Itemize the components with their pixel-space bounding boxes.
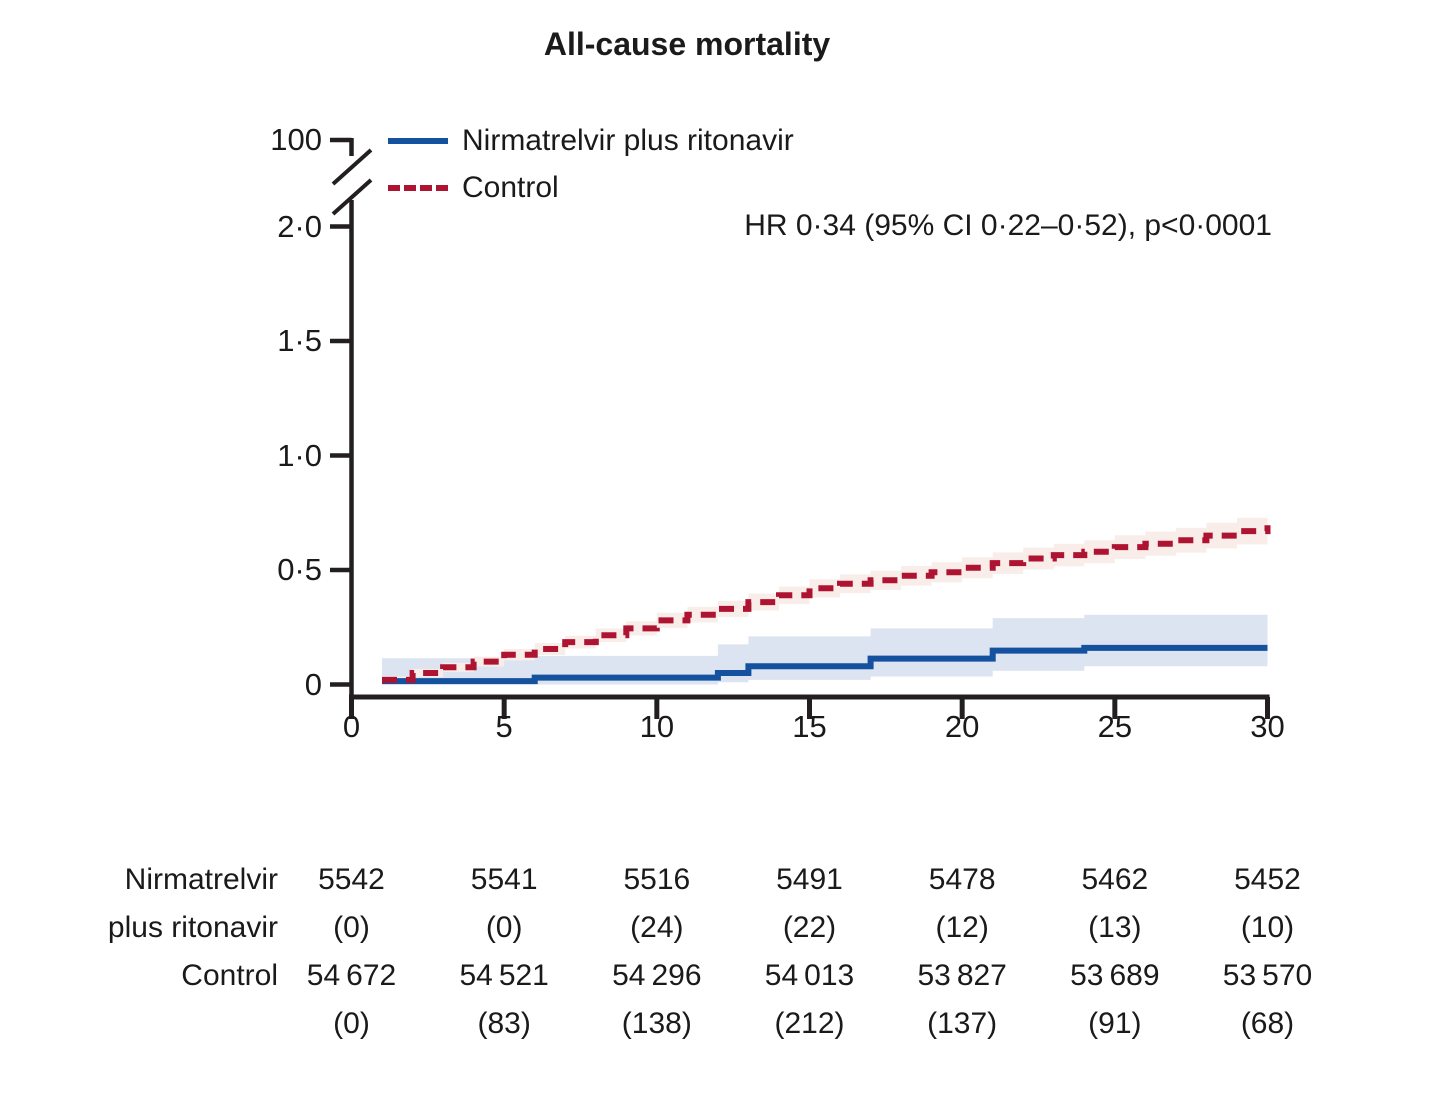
risk-value: 54 296 xyxy=(612,959,702,992)
control-curve xyxy=(382,525,1271,683)
risk-value: 54 672 xyxy=(306,959,397,992)
risk-value: 54 521 xyxy=(459,959,549,992)
legend-label-control: Control xyxy=(462,170,559,204)
x-tick-label: 5 xyxy=(495,709,513,744)
risk-value: (91) xyxy=(1088,1007,1142,1040)
y-tick-label: 0 xyxy=(304,666,322,702)
control-line-swatch-icon xyxy=(388,184,448,191)
risk-value: (12) xyxy=(935,911,989,944)
risk-value: 5516 xyxy=(623,863,691,896)
risk-value: 5462 xyxy=(1081,863,1149,896)
legend-item-control: Control xyxy=(388,171,794,204)
x-tick-label: 30 xyxy=(1250,709,1285,744)
risk-value: 53 570 xyxy=(1222,959,1313,992)
risk-value: (83) xyxy=(477,1007,531,1040)
risk-value: (10) xyxy=(1240,911,1295,944)
legend-label-treatment: Nirmatrelvir plus ritonavir xyxy=(462,123,794,157)
y-tick-label: 100 xyxy=(270,122,322,157)
risk-value: (22) xyxy=(782,911,837,944)
risk-value: 54 013 xyxy=(764,959,855,992)
x-tick-label: 10 xyxy=(639,709,675,744)
y-tick-label: 2·0 xyxy=(277,208,322,244)
hr-annotation: HR 0·34 (95% CI 0·22–0·52), p<0·0001 xyxy=(744,209,1272,242)
legend: Nirmatrelvir plus ritonavir Control xyxy=(388,124,794,204)
risk-value: (137) xyxy=(927,1007,998,1040)
risk-value: (68) xyxy=(1240,1007,1295,1040)
risk-value: 5491 xyxy=(776,863,843,896)
risk-row-label: Nirmatrelvir xyxy=(124,863,278,896)
figure-title: All-cause mortality xyxy=(543,26,831,62)
risk-value: 5452 xyxy=(1234,863,1301,896)
risk-value: (212) xyxy=(774,1007,845,1040)
risk-value: 5541 xyxy=(470,863,538,896)
y-tick-label: 1·0 xyxy=(277,437,322,473)
risk-value: 53 689 xyxy=(1070,959,1160,992)
risk-value: 53 827 xyxy=(917,959,1007,992)
risk-value: (0) xyxy=(333,911,370,944)
risk-value: (138) xyxy=(621,1007,692,1040)
x-tick-label: 0 xyxy=(342,709,361,744)
km-chart-svg xyxy=(330,137,1271,719)
x-tick-label: 25 xyxy=(1097,709,1133,744)
y-tick-label: 1·5 xyxy=(277,323,322,358)
risk-value: (24) xyxy=(630,911,684,944)
treatment-curve xyxy=(382,644,1268,685)
risk-row-label: Control xyxy=(181,959,278,992)
x-tick-label: 15 xyxy=(792,709,827,744)
risk-row-label: plus ritonavir xyxy=(107,911,278,944)
y-tick-label: 0·5 xyxy=(277,552,322,587)
risk-value: (0) xyxy=(485,911,523,944)
legend-item-treatment: Nirmatrelvir plus ritonavir xyxy=(388,124,794,157)
axis-break-slash xyxy=(331,148,373,186)
axis-break-slash xyxy=(331,178,373,216)
treatment-ci-band xyxy=(382,614,1268,685)
risk-value: (0) xyxy=(333,1007,370,1040)
risk-value: (13) xyxy=(1088,911,1142,944)
treatment-line-swatch-icon xyxy=(388,137,448,144)
x-tick-label: 20 xyxy=(944,709,980,744)
risk-value: 5478 xyxy=(928,863,996,896)
risk-value: 5542 xyxy=(318,863,385,896)
control-ci-band xyxy=(382,511,1268,684)
